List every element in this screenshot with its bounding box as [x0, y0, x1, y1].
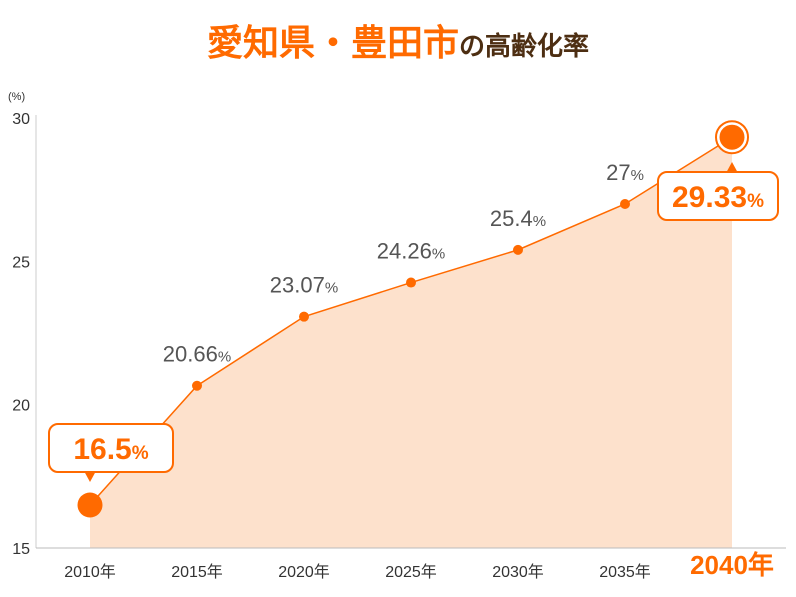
value-label: 29.33%	[672, 181, 764, 214]
data-point	[620, 199, 630, 209]
value-label: 24.26%	[377, 239, 445, 264]
y-tick-label: 15	[12, 541, 30, 558]
x-tick-label: 2015年	[171, 563, 223, 581]
value-label: 25.4%	[490, 206, 546, 231]
value-label: 23.07%	[270, 273, 338, 298]
y-tick-label: 30	[12, 111, 30, 128]
x-tick-label: 2025年	[385, 563, 437, 581]
value-callout: 16.5%	[48, 423, 174, 482]
y-tick-label: 20	[12, 398, 30, 415]
data-point	[513, 244, 523, 255]
data-point-highlight	[719, 124, 745, 150]
value-label: 20.66%	[163, 342, 231, 367]
callout-pointer	[726, 162, 738, 173]
x-tick-label: 2020年	[278, 563, 330, 581]
data-point	[406, 277, 416, 288]
data-point	[299, 311, 309, 322]
value-label: 27%	[606, 160, 644, 185]
chart-title-rest: の高齢化率	[459, 32, 590, 62]
y-axis-unit: (%)	[8, 91, 25, 103]
chart-title-highlight: 愛知県・豊田市	[206, 23, 459, 64]
area-fill	[90, 137, 732, 548]
value-callout: 29.33%	[657, 162, 779, 221]
x-tick-label: 2030年	[492, 563, 544, 581]
callout-pointer	[84, 471, 96, 482]
chart-title: 愛知県・豊田市の高齢化率	[0, 14, 796, 66]
x-tick-label: 2035年	[599, 563, 651, 581]
callout-box	[48, 423, 174, 473]
y-tick-label: 25	[12, 254, 30, 271]
x-tick-label: 2040年	[690, 550, 774, 580]
data-point	[192, 380, 202, 391]
data-point-highlight	[77, 492, 103, 518]
callout-box	[657, 171, 779, 221]
x-tick-label: 2010年	[64, 563, 116, 581]
value-label: 16.5%	[73, 433, 148, 466]
